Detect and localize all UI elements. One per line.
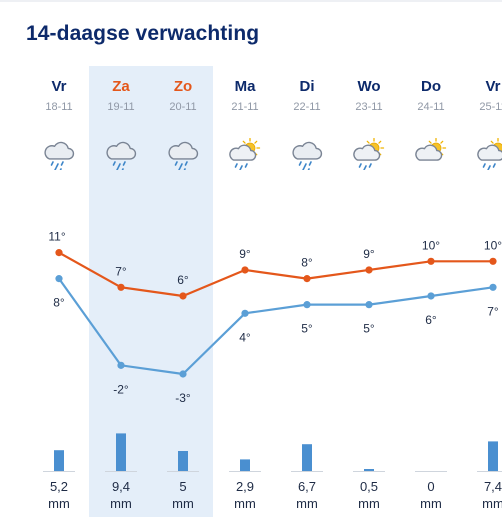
- page-title: 14-daagse verwachting: [26, 22, 260, 45]
- sun-cloud-icon: [414, 137, 448, 170]
- day-name: Vr: [485, 78, 501, 95]
- precip-value: 7,4: [483, 479, 502, 494]
- day-date: 19-11: [107, 101, 135, 113]
- day-name: Vr: [51, 78, 67, 95]
- top-divider: [0, 0, 502, 2]
- day-date: 18-11: [45, 101, 73, 113]
- day-column[interactable]: Ma 21-11 2,9 mm: [214, 66, 276, 517]
- day-date: 25-11: [479, 101, 502, 113]
- precip-unit: mm: [358, 496, 380, 511]
- day-name: Zo: [173, 78, 193, 95]
- precip-unit: mm: [482, 496, 502, 511]
- rain-cloud-icon: [166, 138, 200, 173]
- precip-value: 6,7: [297, 479, 317, 494]
- precip-value: 9,4: [111, 479, 131, 494]
- day-column[interactable]: Do 24-11 0 mm: [400, 66, 462, 517]
- precip-value: 0: [427, 479, 435, 494]
- day-column[interactable]: Vr 18-11 5,2 mm: [28, 66, 90, 517]
- day-name: Ma: [234, 78, 256, 95]
- day-column[interactable]: Wo 23-11 0,5 mm: [338, 66, 400, 517]
- day-date: 22-11: [293, 101, 321, 113]
- precip-unit: mm: [110, 496, 132, 511]
- precip-unit: mm: [296, 496, 318, 511]
- day-name: Do: [421, 78, 441, 95]
- sun-cloud-drizzle-icon: [228, 137, 262, 175]
- sun-cloud-drizzle-icon: [352, 137, 386, 175]
- day-name: Wo: [357, 78, 381, 95]
- precip-value: 5: [179, 479, 187, 494]
- day-column[interactable]: Za 19-11 9,4 mm: [90, 66, 152, 517]
- sun-cloud-drizzle-icon: [476, 137, 502, 175]
- rain-cloud-icon: [104, 138, 138, 173]
- day-date: 24-11: [417, 101, 445, 113]
- precip-unit: mm: [172, 496, 194, 511]
- precip-value: 0,5: [359, 479, 379, 494]
- day-column[interactable]: Di 22-11 6,7 mm: [276, 66, 338, 517]
- rain-cloud-icon: [290, 138, 324, 173]
- day-column[interactable]: Vr 25-11 7,4 mm: [462, 66, 502, 517]
- precip-value: 2,9: [235, 479, 255, 494]
- precip-unit: mm: [48, 496, 70, 511]
- precip-unit: mm: [420, 496, 442, 511]
- precip-unit: mm: [234, 496, 256, 511]
- day-date: 21-11: [231, 101, 259, 113]
- day-column[interactable]: Zo 20-11 5 mm: [152, 66, 214, 517]
- day-name: Di: [299, 78, 315, 95]
- day-date: 20-11: [169, 101, 197, 113]
- day-date: 23-11: [355, 101, 383, 113]
- precip-value: 5,2: [49, 479, 69, 494]
- rain-cloud-icon: [42, 138, 76, 173]
- day-name: Za: [112, 78, 130, 95]
